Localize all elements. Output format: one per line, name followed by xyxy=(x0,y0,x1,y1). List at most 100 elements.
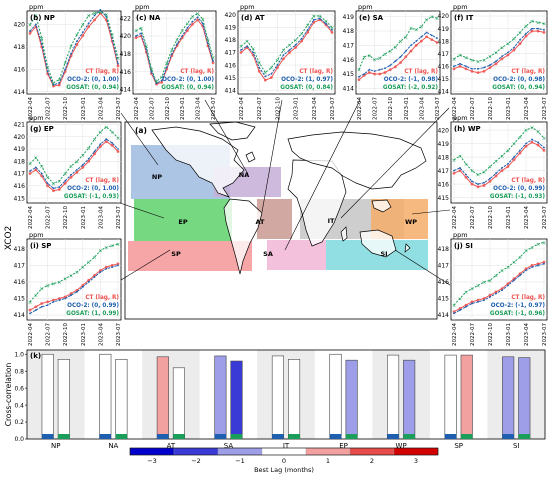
bar-source-strip xyxy=(518,434,531,439)
gosat-point: × xyxy=(69,44,74,50)
ct-point xyxy=(536,29,540,33)
ct-point xyxy=(160,80,164,84)
ct-point xyxy=(404,55,408,59)
bar-oco-2 xyxy=(444,354,457,440)
ct-point xyxy=(536,143,540,147)
gosat-point: × xyxy=(170,47,175,53)
x-tick-label: 2022-04 xyxy=(452,97,458,120)
legend-entry: GOSAT: (1, 0.99) xyxy=(66,311,119,317)
gosat-point: × xyxy=(488,54,493,60)
landmass-outline xyxy=(340,226,348,242)
y-tick-label: 416 xyxy=(438,181,450,188)
gosat-point: × xyxy=(482,58,487,64)
bar-source-strip xyxy=(41,434,54,439)
bar-source-strip xyxy=(329,434,342,439)
ct-point xyxy=(46,184,49,188)
gosat-point: × xyxy=(530,125,535,131)
ct-point xyxy=(506,282,510,286)
gosat-point: × xyxy=(293,38,298,44)
oco2-point xyxy=(46,182,49,185)
oco2-point xyxy=(40,172,43,175)
connector-line xyxy=(411,209,451,215)
y-tick-label: 418 xyxy=(120,51,132,58)
connector-line xyxy=(394,249,451,286)
y-tick-label: 418 xyxy=(14,246,26,253)
ct-point xyxy=(257,69,261,73)
ct-point xyxy=(506,53,510,57)
legend-entry: CT (lag, R) xyxy=(85,295,119,301)
oco2-point xyxy=(483,66,485,69)
category-band xyxy=(142,350,200,439)
line-panel-wp: 415 416 417 418 419 420 2022-04 2022-07 2022-10 2… xyxy=(438,114,548,229)
oco2-point xyxy=(64,180,67,182)
gosat-point: × xyxy=(98,10,103,16)
legend-entry: OCO-2: (0, 0.98) xyxy=(493,77,545,83)
line-panel-at: 414 415 416 417 418 419 420 2022-04 2022-07 2022-… xyxy=(225,3,336,120)
oco2-point xyxy=(105,267,108,270)
bar-source-strip xyxy=(58,434,70,439)
oco2-point xyxy=(489,177,491,180)
gosat-point: × xyxy=(28,300,33,306)
oco2-point xyxy=(525,142,527,145)
ct-point xyxy=(134,36,138,40)
ct-point xyxy=(87,25,91,29)
ct-point xyxy=(452,67,456,71)
legend-entry: GOSAT: (0, 0.94) xyxy=(492,85,545,91)
oco2-point xyxy=(76,40,78,43)
oco2-point xyxy=(29,312,31,315)
panel-title: (j) SI xyxy=(454,242,473,250)
gosat-point: × xyxy=(464,290,469,296)
ct-point xyxy=(476,185,480,189)
ct-point xyxy=(524,144,528,148)
gosat-point: × xyxy=(75,33,80,39)
oco2-point xyxy=(404,50,407,52)
series-line-ct xyxy=(29,263,119,311)
gosat-point: × xyxy=(458,154,463,160)
oco2-point xyxy=(378,68,381,71)
gosat-point: × xyxy=(211,55,216,61)
y-tick-label: 418 xyxy=(438,38,450,45)
landmass-outline xyxy=(404,243,411,253)
x-tick-label: 2023-01 xyxy=(180,97,186,120)
landmass-outline xyxy=(209,121,256,141)
y-tick-label: 420 xyxy=(120,33,132,40)
ct-point xyxy=(57,297,61,300)
oco2-point xyxy=(29,170,31,172)
oco2-point xyxy=(519,39,521,41)
bar-oco-2 xyxy=(271,355,284,440)
ct-point xyxy=(99,269,102,272)
ct-point xyxy=(57,83,61,87)
gosat-point: × xyxy=(116,242,121,248)
oco2-point xyxy=(40,42,43,45)
gosat-point: × xyxy=(80,265,85,271)
ct-point xyxy=(542,30,546,34)
legend-entry: GOSAT: (0, 0.94) xyxy=(66,85,119,91)
ct-point xyxy=(28,32,32,35)
y-tick-label: 416 xyxy=(14,67,26,74)
panel-unit: ppm xyxy=(453,231,468,239)
gosat-point: × xyxy=(269,66,274,72)
y-tick-label: 414 xyxy=(438,312,450,319)
gosat-point: × xyxy=(435,16,440,22)
y-tick-label: 417 xyxy=(438,168,450,175)
panel-unit: ppm xyxy=(358,3,373,11)
legend-entry: CT (lag, R) xyxy=(180,69,214,75)
gosat-point: × xyxy=(377,56,382,62)
oco2-point xyxy=(52,84,55,86)
gosat-point: × xyxy=(470,58,475,64)
gosat-point: × xyxy=(63,172,68,178)
x-tick-label: 2023-04 xyxy=(524,323,530,346)
ct-point xyxy=(464,303,468,307)
gosat-point: × xyxy=(34,156,39,162)
gosat-point: × xyxy=(494,51,499,57)
x-tick-label: 2023-01 xyxy=(81,97,87,120)
oco2-point xyxy=(70,52,72,55)
category-band xyxy=(372,350,430,439)
gosat-point: × xyxy=(518,255,523,261)
oco2-point xyxy=(81,286,84,288)
map-region-label-si: SI xyxy=(380,250,387,258)
oco2-point xyxy=(46,304,49,307)
legend-entry: CT (lag, R) xyxy=(85,69,119,75)
oco2-point xyxy=(93,14,96,17)
oco2-point xyxy=(87,281,90,283)
